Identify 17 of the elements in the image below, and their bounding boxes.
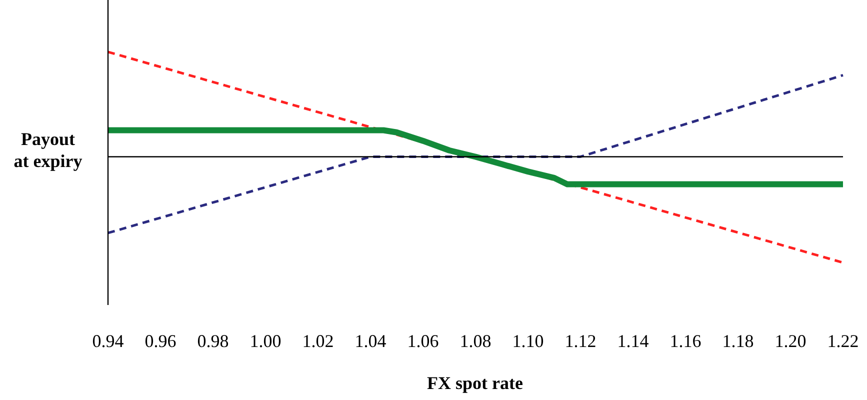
x-tick-label: 1.18	[722, 331, 754, 351]
x-tick-label: 1.00	[250, 331, 282, 351]
x-tick-label: 1.04	[354, 331, 386, 351]
x-tick-label: 0.98	[197, 331, 229, 351]
x-tick-label: 1.16	[670, 331, 702, 351]
x-tick-label: 1.06	[407, 331, 439, 351]
y-axis-title: Payout at expiry	[14, 129, 82, 171]
x-tick-label: 1.10	[512, 331, 544, 351]
x-tick-label: 1.12	[564, 331, 596, 351]
x-tick-label: 1.08	[460, 331, 492, 351]
x-tick-label: 1.20	[774, 331, 806, 351]
x-tick-label: 1.22	[827, 331, 859, 351]
x-tick-label: 1.02	[302, 331, 334, 351]
x-tick-label: 0.96	[144, 331, 176, 351]
x-axis-title: FX spot rate	[427, 373, 523, 393]
x-tick-label: 0.94	[92, 331, 124, 351]
x-tick-label: 1.14	[617, 331, 649, 351]
